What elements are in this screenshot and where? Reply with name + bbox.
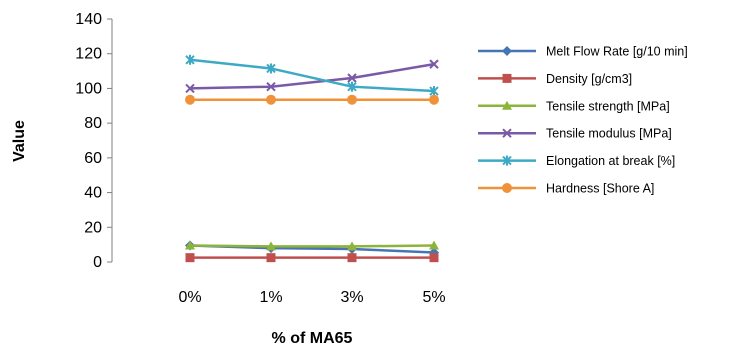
legend-item: Tensile modulus [MPa] [478,127,672,141]
y-tick-label: 140 [75,11,102,28]
x-tick-label: 0% [178,289,201,306]
data-point [266,241,276,251]
data-point [266,63,276,74]
y-tick-label: 80 [84,115,102,132]
series-0 [185,240,439,258]
y-tick-label: 120 [75,46,102,63]
data-point [266,94,276,105]
series-line [189,62,435,90]
data-point [347,94,357,105]
series-1 [185,253,439,263]
data-point [429,247,439,258]
series-5 [185,94,439,105]
data-point [429,59,439,69]
series-3 [185,59,439,94]
legend-label: Density [g/cm3] [546,72,632,86]
data-point [185,94,195,105]
legend-item: Density [g/cm3] [478,72,632,86]
data-point [502,100,512,110]
data-point [266,81,276,92]
y-tick-label: 60 [84,150,102,167]
series-2 [185,240,439,251]
data-point [429,253,439,263]
x-axis-title: % of MA65 [272,330,353,347]
legend-item: Hardness [Shore A] [478,182,654,196]
data-point [347,73,357,83]
data-point [429,86,439,97]
data-point [429,240,439,250]
data-point [429,94,439,105]
legend-label: Melt Flow Rate [g/10 min] [546,45,688,59]
data-point-stroke [185,83,195,94]
y-tick-label: 100 [75,80,102,97]
x-tick-label: 5% [422,289,445,306]
x-tick-label: 1% [259,289,282,306]
series-line [189,244,435,248]
y-axis-title: Value [11,120,28,162]
y-tick-label: 40 [84,185,102,202]
legend-label: Hardness [Shore A] [546,182,654,196]
data-point [266,253,276,263]
data-point [502,183,512,193]
x-axis-ticks: 0% 1% 3% 5% [178,289,445,306]
legend-item: Melt Flow Rate [g/10 min] [478,45,688,59]
series-layer [185,54,439,263]
data-point [502,73,512,83]
data-point [347,81,357,92]
y-axis-ticks: 0 20 40 60 80 100 120 140 [75,11,112,271]
series-line [189,58,435,93]
data-point [185,240,195,250]
data-point-stroke [266,81,276,92]
series-4 [185,54,439,97]
legend-label: Elongation at break [%] [546,154,675,168]
legend-item: Tensile strength [MPa] [478,99,670,113]
legend-item: Elongation at break [%] [478,154,675,168]
data-point [185,83,195,94]
data-point [347,253,357,263]
y-tick-label: 20 [84,219,102,236]
data-point [347,241,357,251]
data-point [185,253,195,263]
legend-label: Tensile modulus [MPa] [546,127,672,141]
data-point [502,155,512,166]
x-tick-label: 3% [340,289,363,306]
data-point-stroke [429,59,439,69]
data-point [502,128,512,138]
data-point [185,54,195,65]
legend: Melt Flow Rate [g/10 min] Density [g/cm3]… [478,45,688,196]
data-point-stroke [347,73,357,83]
data-point [502,46,512,56]
y-tick-label: 0 [93,254,102,271]
legend-label: Tensile strength [MPa] [546,99,670,113]
data-point-stroke [502,128,512,138]
